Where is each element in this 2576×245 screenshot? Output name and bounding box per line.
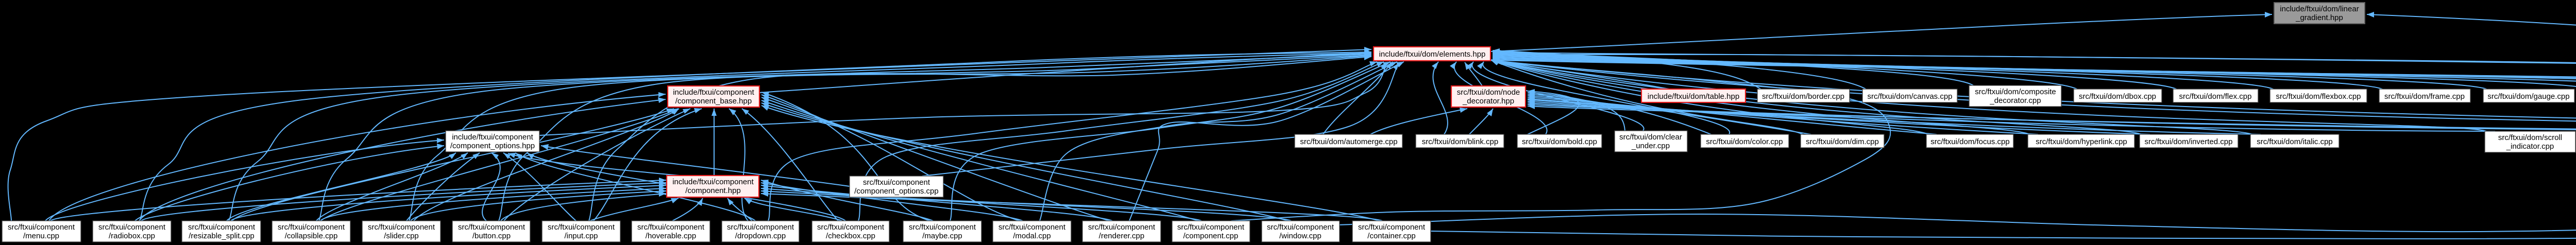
- svg-text:include/ftxui/dom/linear: include/ftxui/dom/linear: [2280, 5, 2359, 13]
- svg-text:src/ftxui/component: src/ftxui/component: [548, 223, 615, 232]
- svg-text:/component.cpp: /component.cpp: [1183, 232, 1239, 240]
- svg-text:src/ftxui/dom/blink.cpp: src/ftxui/dom/blink.cpp: [1422, 137, 1498, 146]
- svg-text:src/ftxui/dom/clear: src/ftxui/dom/clear: [1619, 133, 1682, 142]
- svg-text:/menu.cpp: /menu.cpp: [23, 232, 59, 240]
- svg-text:src/ftxui/dom/focus.cpp: src/ftxui/dom/focus.cpp: [1930, 137, 2009, 146]
- svg-text:_decorator.cpp: _decorator.cpp: [1989, 96, 2041, 105]
- svg-text:src/ftxui/component: src/ftxui/component: [1177, 223, 1245, 232]
- svg-text:src/ftxui/dom/node: src/ftxui/dom/node: [1457, 88, 1520, 97]
- svg-text:include/ftxui/dom/elements.hpp: include/ftxui/dom/elements.hpp: [1379, 50, 1486, 59]
- svg-text:/modal.cpp: /modal.cpp: [1013, 232, 1050, 240]
- svg-text:/input.cpp: /input.cpp: [564, 232, 598, 240]
- svg-text:src/ftxui/component: src/ftxui/component: [278, 223, 345, 232]
- svg-text:src/ftxui/dom/inverted.cpp: src/ftxui/dom/inverted.cpp: [2145, 137, 2233, 146]
- svg-text:src/ftxui/component: src/ftxui/component: [863, 178, 930, 187]
- svg-text:src/ftxui/component: src/ftxui/component: [817, 223, 885, 232]
- svg-text:/maybe.cpp: /maybe.cpp: [922, 232, 962, 240]
- svg-text:/hoverable.cpp: /hoverable.cpp: [646, 232, 696, 240]
- svg-text:src/ftxui/dom/composite: src/ftxui/dom/composite: [1975, 87, 2056, 96]
- svg-text:include/ftxui/component: include/ftxui/component: [452, 133, 533, 142]
- svg-text:src/ftxui/component: src/ftxui/component: [98, 223, 166, 232]
- svg-text:/component_options.hpp: /component_options.hpp: [450, 142, 535, 150]
- svg-text:src/ftxui/component: src/ftxui/component: [909, 223, 976, 232]
- svg-text:/resizable_split.cpp: /resizable_split.cpp: [189, 232, 255, 240]
- svg-text:_decorator.hpp: _decorator.hpp: [1462, 97, 1514, 106]
- svg-text:src/ftxui/dom/border.cpp: src/ftxui/dom/border.cpp: [1762, 92, 1844, 101]
- svg-text:/window.cpp: /window.cpp: [1279, 232, 1321, 240]
- svg-text:src/ftxui/dom/canvas.cpp: src/ftxui/dom/canvas.cpp: [1867, 92, 1952, 101]
- svg-text:/dropdown.cpp: /dropdown.cpp: [735, 232, 786, 240]
- svg-text:src/ftxui/component: src/ftxui/component: [727, 223, 794, 232]
- svg-text:src/ftxui/dom/automerge.cpp: src/ftxui/dom/automerge.cpp: [1300, 137, 1397, 146]
- svg-text:src/ftxui/component: src/ftxui/component: [8, 223, 75, 232]
- svg-text:/slider.cpp: /slider.cpp: [384, 232, 419, 240]
- svg-text:src/ftxui/component: src/ftxui/component: [637, 223, 705, 232]
- svg-text:src/ftxui/component: src/ftxui/component: [1358, 223, 1426, 232]
- svg-text:/button.cpp: /button.cpp: [472, 232, 511, 240]
- svg-text:src/ftxui/component: src/ftxui/component: [368, 223, 435, 232]
- svg-text:src/ftxui/dom/flexbox.cpp: src/ftxui/dom/flexbox.cpp: [2276, 92, 2361, 101]
- svg-text:src/ftxui/component: src/ftxui/component: [1267, 223, 1334, 232]
- svg-text:src/ftxui/dom/hyperlink.cpp: src/ftxui/dom/hyperlink.cpp: [2036, 137, 2127, 146]
- svg-text:/renderer.cpp: /renderer.cpp: [1099, 232, 1144, 240]
- svg-text:_indicator.cpp: _indicator.cpp: [2506, 142, 2554, 151]
- svg-text:_under.cpp: _under.cpp: [1631, 142, 1670, 150]
- svg-text:src/ftxui/dom/bold.cpp: src/ftxui/dom/bold.cpp: [1522, 137, 1597, 146]
- svg-text:src/ftxui/dom/dbox.cpp: src/ftxui/dom/dbox.cpp: [2079, 92, 2156, 101]
- svg-text:src/ftxui/dom/dim.cpp: src/ftxui/dom/dim.cpp: [1806, 137, 1879, 146]
- svg-text:src/ftxui/component: src/ftxui/component: [1088, 223, 1156, 232]
- svg-text:/component_base.hpp: /component_base.hpp: [675, 97, 752, 106]
- svg-text:include/ftxui/component: include/ftxui/component: [673, 88, 754, 97]
- svg-text:src/ftxui/dom/color.cpp: src/ftxui/dom/color.cpp: [1706, 137, 1783, 146]
- svg-text:src/ftxui/dom/flex.cpp: src/ftxui/dom/flex.cpp: [2179, 92, 2252, 101]
- svg-text:src/ftxui/dom/italic.cpp: src/ftxui/dom/italic.cpp: [2257, 137, 2333, 146]
- svg-text:src/ftxui/dom/gauge.cpp: src/ftxui/dom/gauge.cpp: [2487, 92, 2569, 101]
- svg-text:/component.hpp: /component.hpp: [685, 186, 741, 195]
- svg-text:src/ftxui/dom/frame.cpp: src/ftxui/dom/frame.cpp: [2384, 92, 2465, 101]
- svg-text:/checkbox.cpp: /checkbox.cpp: [826, 232, 875, 240]
- svg-text:_gradient.hpp: _gradient.hpp: [2295, 13, 2343, 22]
- svg-text:src/ftxui/component: src/ftxui/component: [458, 223, 526, 232]
- svg-text:/container.cpp: /container.cpp: [1367, 232, 1415, 240]
- svg-text:src/ftxui/component: src/ftxui/component: [188, 223, 256, 232]
- svg-text:include/ftxui/dom/table.hpp: include/ftxui/dom/table.hpp: [1648, 92, 1739, 101]
- svg-text:/collapsible.cpp: /collapsible.cpp: [285, 232, 338, 240]
- svg-text:src/ftxui/component: src/ftxui/component: [998, 223, 1066, 232]
- svg-text:include/ftxui/component: include/ftxui/component: [672, 178, 754, 186]
- svg-text:/component_options.cpp: /component_options.cpp: [854, 187, 938, 196]
- svg-text:src/ftxui/dom/scroll: src/ftxui/dom/scroll: [2498, 133, 2562, 142]
- svg-text:/radiobox.cpp: /radiobox.cpp: [109, 232, 155, 240]
